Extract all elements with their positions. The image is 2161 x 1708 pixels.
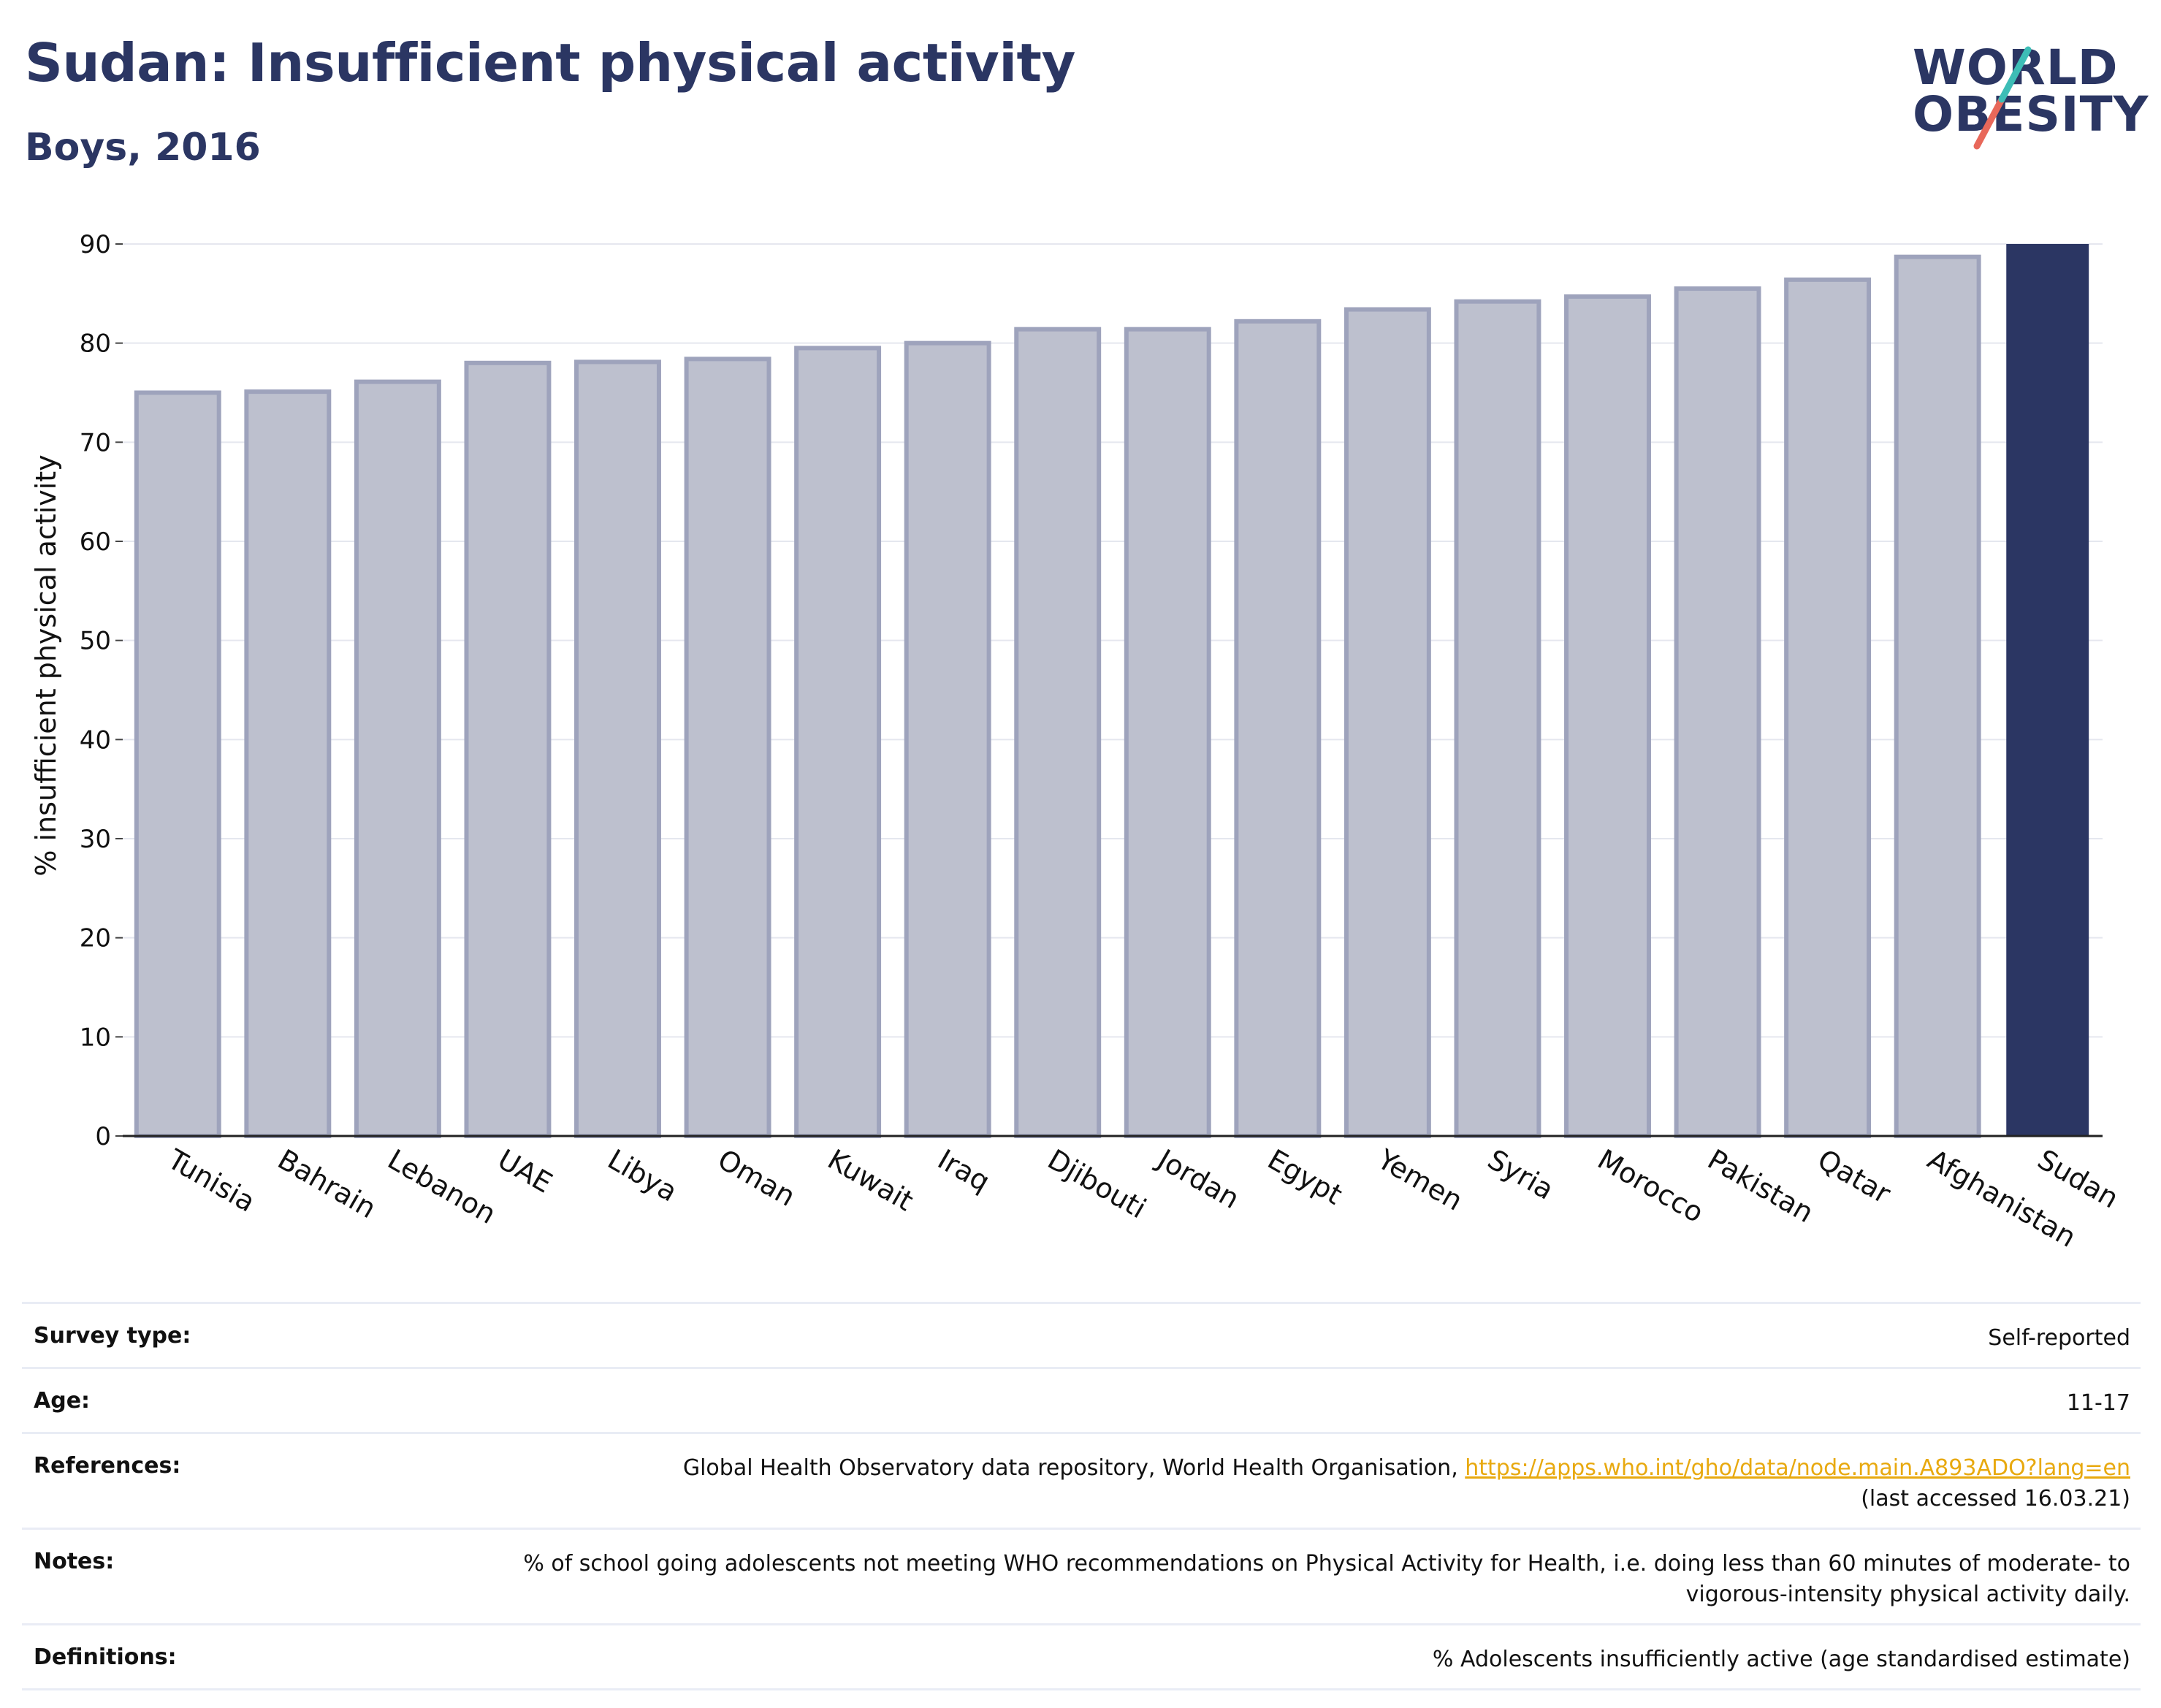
x-tick-label: Lebanon (382, 1143, 501, 1230)
x-tick-label: Yemen (1372, 1143, 1468, 1217)
bar-uae (464, 360, 552, 1138)
bar-jordan (1124, 327, 1211, 1138)
bar-pakistan (1674, 286, 1761, 1138)
y-tick-label: 40 (80, 725, 111, 755)
chart-title: Sudan: Insufficient physical activity (25, 32, 1075, 94)
info-value: Self-reported (1988, 1323, 2130, 1354)
x-tick-label: Kuwait (823, 1143, 919, 1218)
x-tick-label: Qatar (1813, 1143, 1897, 1211)
bar-tunisia (134, 390, 221, 1138)
chart-subtitle: Boys, 2016 (25, 126, 261, 169)
info-value-text: Global Health Observatory data repositor… (682, 1455, 1466, 1481)
x-tick-label: Syria (1482, 1143, 1559, 1206)
y-tick-label: 70 (80, 428, 111, 457)
x-tick-label: Pakistan (1702, 1143, 1819, 1229)
bar-djibouti (1014, 327, 1102, 1138)
reference-link[interactable]: https://apps.who.int/gho/data/node.main.… (1465, 1455, 2130, 1481)
bar-morocco (1564, 294, 1651, 1138)
y-tick-label: 80 (80, 329, 111, 359)
logo-slash-icon (1973, 46, 2032, 150)
world-obesity-logo: WORLD OBESITY (1899, 26, 2148, 158)
x-tick-label: Tunisia (161, 1143, 260, 1219)
info-value: % Adolescents insufficiently active (age… (1433, 1644, 2130, 1675)
bar-yemen (1344, 307, 1431, 1138)
info-row: References: Global Health Observatory dat… (22, 1432, 2141, 1528)
info-value: % of school going adolescents not meetin… (450, 1549, 2130, 1610)
x-tick-label: Sudan (2032, 1143, 2124, 1215)
logo-text-line2: OBESITY (1913, 86, 2149, 142)
bar-qatar (1784, 277, 1872, 1139)
info-label: Definitions: (34, 1644, 177, 1670)
x-tick-label: Libya (603, 1143, 683, 1208)
x-tick-label: Morocco (1593, 1143, 1710, 1229)
bar-libya (574, 359, 661, 1138)
y-tick-label: 20 (80, 924, 111, 953)
x-tick-label: Iraq (932, 1143, 995, 1198)
y-tick-label: 10 (80, 1023, 111, 1052)
bar-lebanon (354, 379, 441, 1138)
x-tick-label: Jordan (1151, 1143, 1245, 1216)
bar-egypt (1234, 319, 1322, 1139)
info-label: Notes: (34, 1549, 115, 1574)
info-label: Age: (34, 1388, 91, 1414)
bar-chart: 0 10 20 30 40 50 60 70 80 90 Tunisia Bahrain Lebanon… (30, 230, 2124, 1254)
x-tick-label: Bahrain (272, 1143, 381, 1225)
y-axis-title: % insufficient physical activity (30, 454, 62, 876)
info-row: Age: 11-17 (22, 1367, 2141, 1432)
bars (134, 244, 2089, 1139)
y-tick-label: 50 (80, 627, 111, 656)
info-value: 11-17 (2067, 1388, 2130, 1419)
bar-bahrain (244, 389, 332, 1138)
info-value-text: 11-17 (2066, 1390, 2130, 1416)
bar-sudan (2006, 244, 2089, 1136)
info-value-text: (last accessed 16.03.21) (1861, 1486, 2130, 1511)
bar-kuwait (794, 346, 882, 1139)
info-value-text: % Adolescents insufficiently active (age… (1432, 1647, 2130, 1672)
x-tick-label: Djibouti (1043, 1143, 1152, 1225)
x-tick-label: Oman (712, 1143, 801, 1213)
info-row: Survey type: Self-reported (22, 1302, 2141, 1367)
info-label: Survey type: (34, 1323, 191, 1349)
x-tick-label: UAE (492, 1143, 557, 1200)
grid-lines (123, 243, 2103, 1038)
y-tick-label: 90 (80, 230, 111, 259)
bar-iraq (904, 340, 991, 1139)
info-label: References: (34, 1453, 181, 1479)
y-tick-label: 60 (80, 527, 111, 557)
x-tick-label: Egypt (1262, 1143, 1348, 1211)
bar-syria (1454, 299, 1541, 1139)
bar-afghanistan (1894, 254, 1981, 1138)
info-value-text: % of school going adolescents not meetin… (523, 1551, 2130, 1607)
info-value-text: Self-reported (1988, 1325, 2130, 1351)
info-row: Definitions: % Adolescents insufficiently… (22, 1623, 2141, 1690)
bar-oman (684, 357, 771, 1139)
y-tick-label: 30 (80, 825, 111, 854)
info-row: Notes: % of school going adolescents not … (22, 1528, 2141, 1623)
info-value: Global Health Observatory data repositor… (683, 1453, 2130, 1514)
info-table: Survey type: Self-reported Age: 11-17 Refere… (22, 1302, 2141, 1690)
y-tick-label: 0 (95, 1122, 111, 1151)
